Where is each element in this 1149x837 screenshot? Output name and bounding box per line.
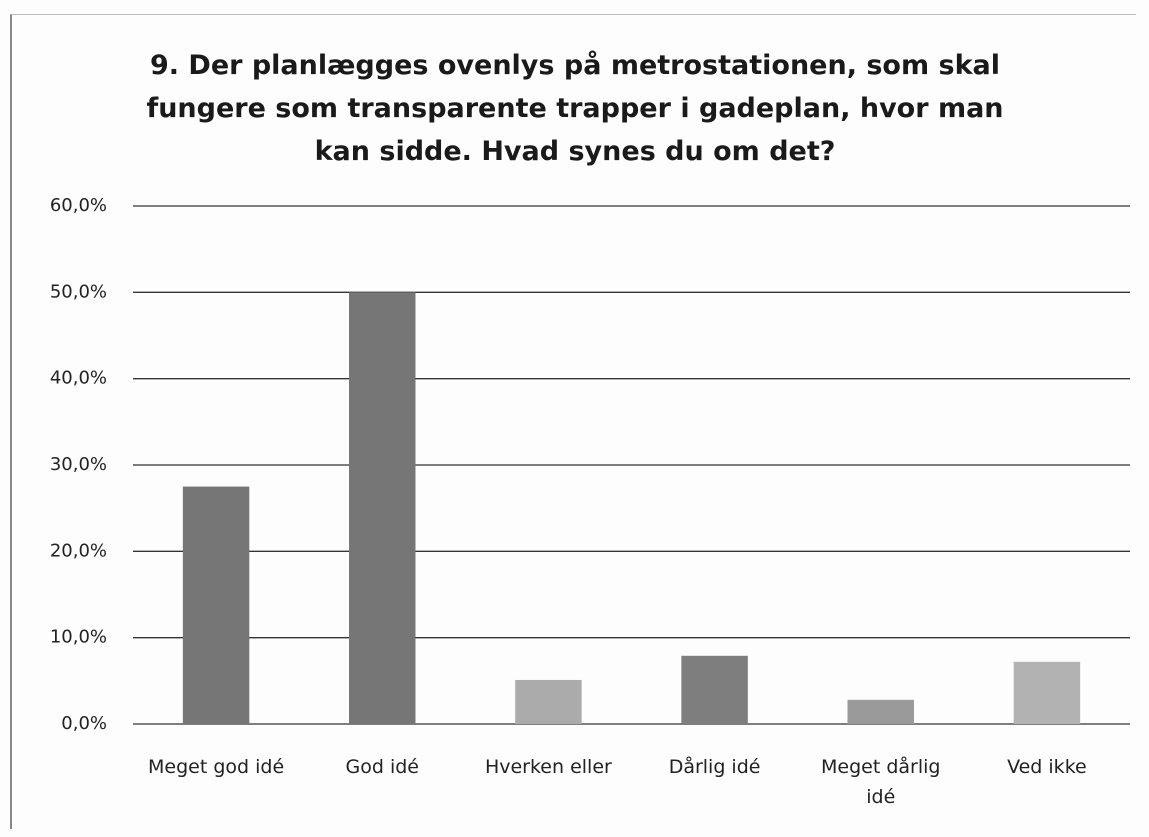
- frame: [10, 14, 1136, 829]
- bar: [182, 486, 250, 724]
- x-tick-label: Ved ikke: [1007, 756, 1087, 778]
- x-tick-label: Meget god idé: [148, 756, 285, 778]
- x-tick-label: God idé: [345, 756, 419, 778]
- y-tick-label: 30,0%: [50, 454, 107, 475]
- y-tick-label: 40,0%: [50, 368, 107, 389]
- x-tick-label: Dårlig idé: [668, 756, 761, 778]
- y-tick-label: 0,0%: [61, 713, 107, 734]
- x-tick-label: Hverken eller: [484, 756, 612, 778]
- bar: [1013, 661, 1081, 724]
- x-tick-label: Meget dårlig idé: [821, 756, 941, 808]
- chart-title: 9. Der planlægges ovenlys på metrostatio…: [146, 50, 1004, 167]
- bar: [515, 679, 582, 724]
- y-tick-label: 20,0%: [50, 540, 107, 561]
- bar: [681, 655, 748, 724]
- y-tick-label: 60,0%: [50, 195, 107, 216]
- y-tick-label: 10,0%: [50, 627, 107, 648]
- y-tick-label: 50,0%: [50, 281, 107, 302]
- bar: [349, 292, 416, 724]
- bar: [847, 699, 914, 724]
